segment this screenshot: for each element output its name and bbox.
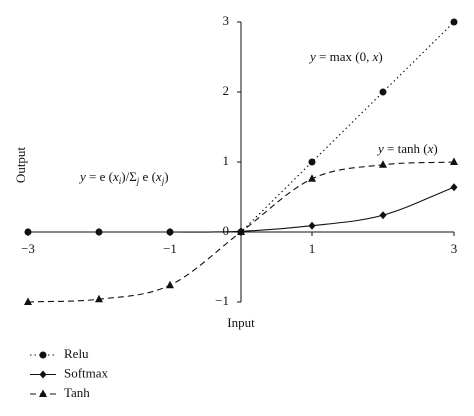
x-tick-label: −3 xyxy=(21,241,35,256)
annotation-part: y xyxy=(308,49,316,64)
annotation: y = max (0, x) xyxy=(308,49,383,64)
data-point xyxy=(24,228,32,236)
y-axis-label: Output xyxy=(13,147,28,184)
data-point xyxy=(237,227,245,235)
annotation-part: ) xyxy=(433,141,437,156)
y-tick-label: 1 xyxy=(223,153,230,168)
annotation-part: = tanh ( xyxy=(384,141,428,156)
annotation-part: ) xyxy=(164,169,168,184)
legend-label: Tanh xyxy=(64,385,90,400)
data-point xyxy=(166,228,174,236)
annotation-part: y xyxy=(376,141,384,156)
data-point xyxy=(308,158,316,166)
annotation: y = e (xi)/Σj e (xj) xyxy=(78,169,169,186)
legend-marker xyxy=(39,389,47,397)
legend-label: Relu xyxy=(64,346,89,361)
annotation-part: j xyxy=(161,176,165,186)
annotation-part: j xyxy=(136,176,140,186)
annotation-part: ) xyxy=(378,49,382,64)
data-point xyxy=(450,157,458,165)
annotation-part: = max (0, xyxy=(316,49,373,64)
annotation-part: x xyxy=(155,169,162,184)
annotation-part: x xyxy=(112,169,119,184)
data-point xyxy=(166,280,174,289)
annotation-part: x xyxy=(372,49,379,64)
data-point xyxy=(450,18,458,26)
y-tick-label: 3 xyxy=(223,13,230,28)
annotation-part: i xyxy=(119,176,122,186)
annotation-part: = e ( xyxy=(86,169,113,184)
x-tick-label: 1 xyxy=(309,241,316,256)
data-point xyxy=(379,160,387,168)
data-point xyxy=(379,88,387,96)
x-axis-label: Input xyxy=(227,315,255,330)
legend-label: Softmax xyxy=(64,365,109,380)
y-tick-label: −1 xyxy=(215,293,229,308)
x-tick-label: −1 xyxy=(163,241,177,256)
y-tick-label: 2 xyxy=(223,83,230,98)
legend-marker xyxy=(39,370,47,379)
annotation: y = tanh (x) xyxy=(376,141,438,156)
data-point xyxy=(379,211,387,220)
data-point xyxy=(95,228,103,236)
annotation-part: y xyxy=(78,169,86,184)
y-tick-label: 0 xyxy=(223,223,230,238)
data-point xyxy=(308,221,316,230)
legend-marker xyxy=(39,351,47,359)
data-point xyxy=(450,183,458,192)
data-point xyxy=(308,174,316,182)
annotation-part: e ( xyxy=(139,169,156,184)
x-tick-label: 3 xyxy=(451,241,458,256)
annotation-part: )/Σ xyxy=(121,169,137,184)
data-point xyxy=(24,297,32,305)
data-point xyxy=(95,294,103,303)
annotation-part: x xyxy=(427,141,434,156)
